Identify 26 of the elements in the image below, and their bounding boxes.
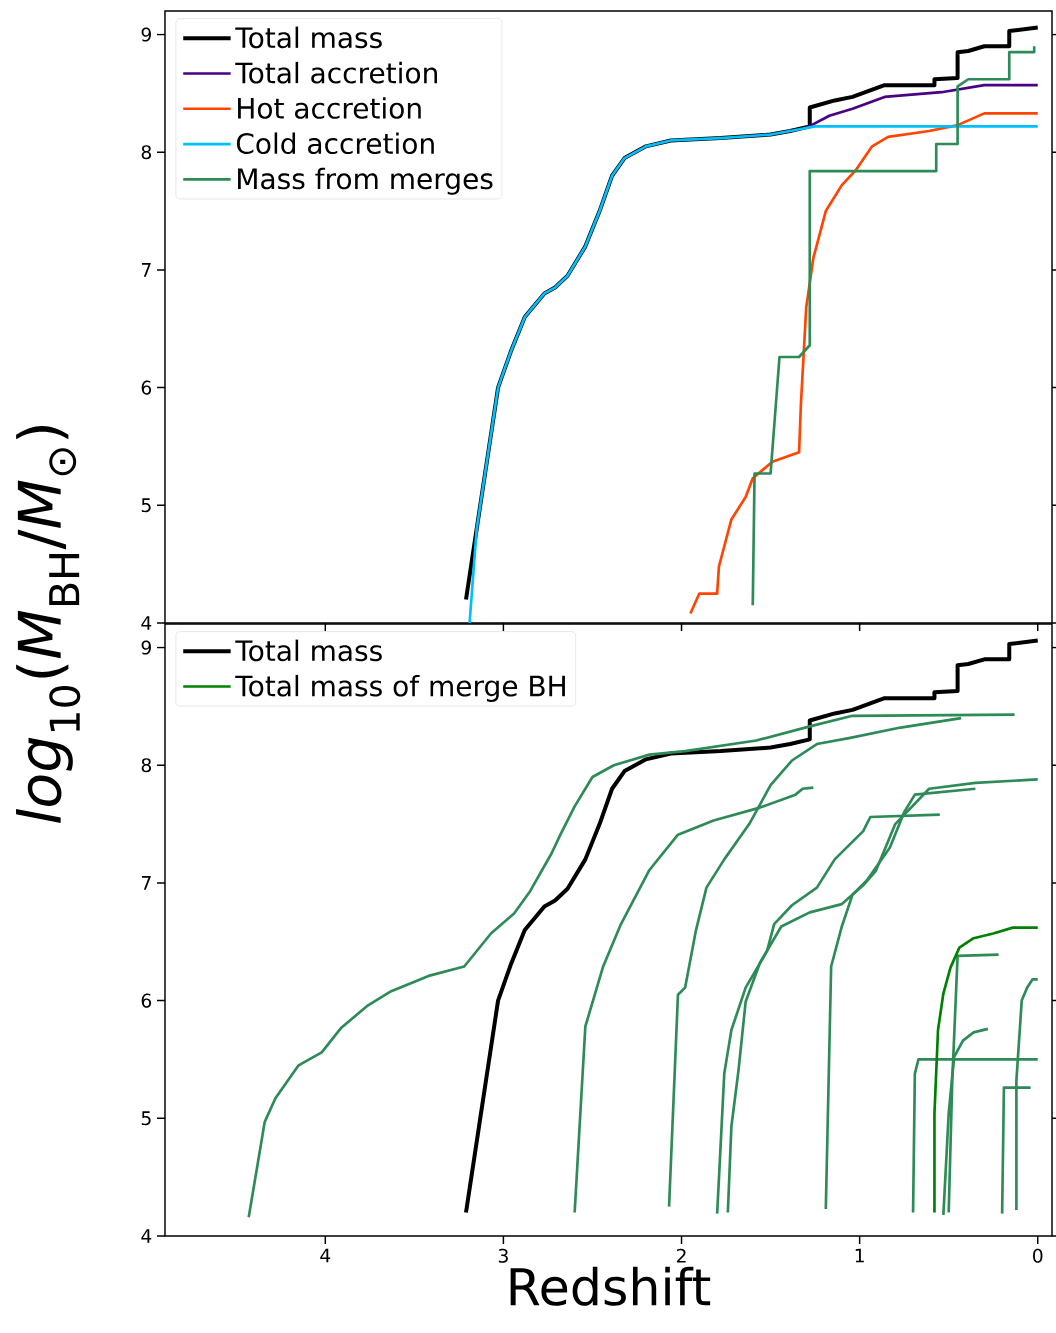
y-tick-label: 6 — [141, 380, 152, 395]
x-tick-label: 2 — [676, 1248, 686, 1263]
y-tick-label: 5 — [141, 498, 151, 513]
y-tick-label: 8 — [141, 758, 151, 773]
y-tick-label: 4 — [141, 616, 152, 630]
legend-label: Total accretion — [235, 61, 437, 84]
legend-label: Mass from merges — [238, 167, 493, 195]
y-tick-label: 6 — [141, 993, 152, 1008]
y-tick-label: 9 — [141, 640, 151, 655]
y-tick-label: 8 — [141, 145, 151, 160]
text: log$_{10}$(M$_{BH}$/M$_{⊙}$) — [16, 426, 81, 823]
x-tick-label: 0 — [1033, 1248, 1043, 1263]
x-tick-label: 3 — [498, 1248, 508, 1263]
x-axis-title: Redshift — [510, 1266, 711, 1306]
legend-label: Hot accretion — [238, 97, 421, 119]
y-tick-label: 5 — [141, 1111, 151, 1126]
y-tick-label: 7 — [141, 876, 151, 890]
x-tick-label: 1 — [855, 1248, 864, 1263]
legend-label: Total mass — [235, 639, 382, 662]
legend-label: Cold accretion — [236, 132, 434, 155]
x-tick-label: 4 — [320, 1248, 331, 1263]
y-tick-label: 4 — [141, 1229, 152, 1243]
legend-label: Total mass — [235, 26, 382, 49]
y-tick-label: 7 — [141, 263, 151, 277]
legend-label: Total mass of merge BH — [235, 674, 565, 702]
y-tick-label: 9 — [141, 27, 151, 42]
